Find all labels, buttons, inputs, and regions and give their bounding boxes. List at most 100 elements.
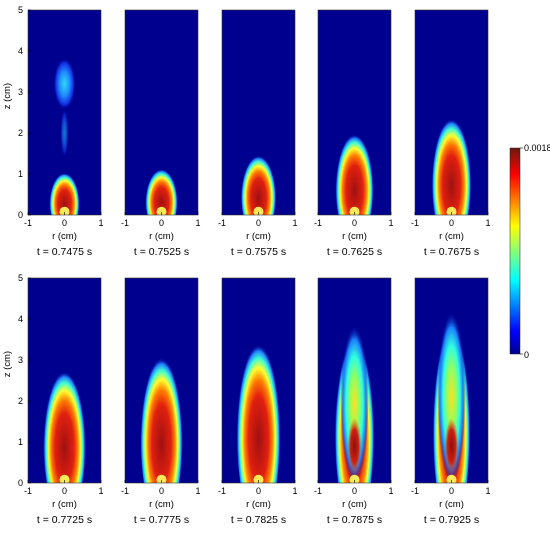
heatmap-base xyxy=(446,474,457,483)
x-axis-label: r (cm) xyxy=(52,499,77,510)
heatmap-plume xyxy=(240,151,277,215)
x-tick-label: -1 xyxy=(218,486,226,496)
x-tick-label: -1 xyxy=(121,218,129,228)
heatmap-base xyxy=(446,206,457,215)
y-tick-label: 5 xyxy=(18,273,23,283)
panel-time-label: t = 0.7475 s xyxy=(37,246,92,258)
heatmap-field xyxy=(318,278,391,483)
y-tick-label: 5 xyxy=(18,5,23,15)
heatmap-field xyxy=(222,10,295,215)
heatmap-field xyxy=(318,10,391,215)
heatmap-plume xyxy=(140,349,183,483)
heatmap-base xyxy=(349,206,360,215)
heatmap-panel: -1 0 1 r (cm) t = 0.7575 s xyxy=(218,9,298,258)
x-tick-label: -1 xyxy=(24,218,32,228)
y-tick-label: 4 xyxy=(18,46,23,56)
panel-time-label: t = 0.7875 s xyxy=(327,514,382,526)
y-tick-label: 1 xyxy=(18,437,23,447)
y-tick-label: 3 xyxy=(18,87,23,97)
heatmap-field xyxy=(28,278,101,483)
heatmap-base xyxy=(253,474,264,483)
x-tick-label: -1 xyxy=(411,486,419,496)
heatmap-plume xyxy=(431,112,472,215)
x-tick-label: 0 xyxy=(62,218,67,228)
x-tick-label: -1 xyxy=(218,218,226,228)
colorbar: 0.0018 0 xyxy=(509,143,550,360)
heatmap-base xyxy=(59,474,70,483)
x-tick-label: -1 xyxy=(24,486,32,496)
y-axis-label: z (cm) xyxy=(2,83,13,109)
x-tick-label: -1 xyxy=(411,218,419,228)
y-tick-label: 2 xyxy=(18,128,23,138)
colorbar-min-label: 0 xyxy=(524,350,529,360)
heatmap-plume-upper xyxy=(340,325,369,483)
x-tick-label: 1 xyxy=(98,218,103,228)
colorbar-max-label: 0.0018 xyxy=(524,143,550,153)
x-tick-label: 0 xyxy=(449,486,454,496)
heatmap-field xyxy=(125,278,198,483)
panel-time-label: t = 0.7925 s xyxy=(424,514,479,526)
x-tick-label: -1 xyxy=(314,218,322,228)
x-axis-label: r (cm) xyxy=(149,231,174,242)
panel-time-label: t = 0.7775 s xyxy=(134,514,189,526)
heatmap-base xyxy=(349,474,360,483)
panel-time-label: t = 0.7725 s xyxy=(37,514,92,526)
x-tick-label: 1 xyxy=(388,218,393,228)
x-tick-label: 1 xyxy=(485,218,490,228)
y-tick-label: 2 xyxy=(18,396,23,406)
heatmap-panel: -1 0 1 r (cm) t = 0.7825 s xyxy=(218,277,298,526)
x-tick-label: 1 xyxy=(485,486,490,496)
heatmap-plume xyxy=(335,128,374,215)
x-axis-label: r (cm) xyxy=(149,499,174,510)
heatmap-stalk xyxy=(60,109,69,157)
heatmap-plume xyxy=(236,335,281,483)
y-tick-label: 0 xyxy=(18,478,23,488)
heatmap-core xyxy=(347,418,362,475)
heatmap-panel: -1 0 1 r (cm) t = 0.7625 s xyxy=(314,9,394,258)
x-axis-label: r (cm) xyxy=(342,231,367,242)
x-tick-label: 0 xyxy=(62,486,67,496)
heatmap-panel: -1 0 1 r (cm) t = 0.7675 s xyxy=(411,9,491,258)
y-tick-label: 0 xyxy=(18,210,23,220)
x-tick-label: 0 xyxy=(352,218,357,228)
x-axis-label: r (cm) xyxy=(342,499,367,510)
x-tick-label: 0 xyxy=(256,218,261,228)
y-tick-label: 1 xyxy=(18,169,23,179)
x-axis-label: r (cm) xyxy=(52,231,77,242)
heatmap-field xyxy=(415,10,488,215)
heatmap-plume-upper xyxy=(437,311,466,483)
x-tick-label: 0 xyxy=(159,218,164,228)
y-tick-label: 3 xyxy=(18,355,23,365)
x-tick-label: -1 xyxy=(314,486,322,496)
x-axis-label: r (cm) xyxy=(439,231,464,242)
heatmap-blob xyxy=(53,57,76,110)
x-tick-label: 1 xyxy=(98,486,103,496)
colorbar-gradient xyxy=(509,147,521,355)
x-axis-label: r (cm) xyxy=(439,499,464,510)
heatmap-field xyxy=(222,278,295,483)
x-tick-label: 0 xyxy=(352,486,357,496)
heatmap-plume xyxy=(49,169,80,215)
heatmap-core xyxy=(444,418,459,475)
x-tick-label: -1 xyxy=(121,486,129,496)
x-tick-label: 1 xyxy=(195,486,200,496)
heatmap-field xyxy=(125,10,198,215)
x-tick-label: 1 xyxy=(292,486,297,496)
heatmap-field xyxy=(28,10,101,215)
heatmap-plume xyxy=(145,165,178,215)
panel-time-label: t = 0.7825 s xyxy=(231,514,286,526)
panel-time-label: t = 0.7675 s xyxy=(424,246,479,258)
x-axis-label: r (cm) xyxy=(246,231,271,242)
heatmap-panel: -1 0 1 r (cm) t = 0.7875 s xyxy=(314,277,394,526)
x-tick-label: 1 xyxy=(195,218,200,228)
heatmap-field xyxy=(415,278,488,483)
x-axis-label: r (cm) xyxy=(246,499,271,510)
x-tick-label: 1 xyxy=(292,218,297,228)
heatmap-base xyxy=(156,474,167,483)
heatmap-panel: -1 0 1 r (cm) t = 0.7775 s xyxy=(121,277,201,526)
heatmap-plume xyxy=(43,363,86,483)
heatmap-panel: -1 0 1 r (cm) t = 0.7525 s xyxy=(121,9,201,258)
